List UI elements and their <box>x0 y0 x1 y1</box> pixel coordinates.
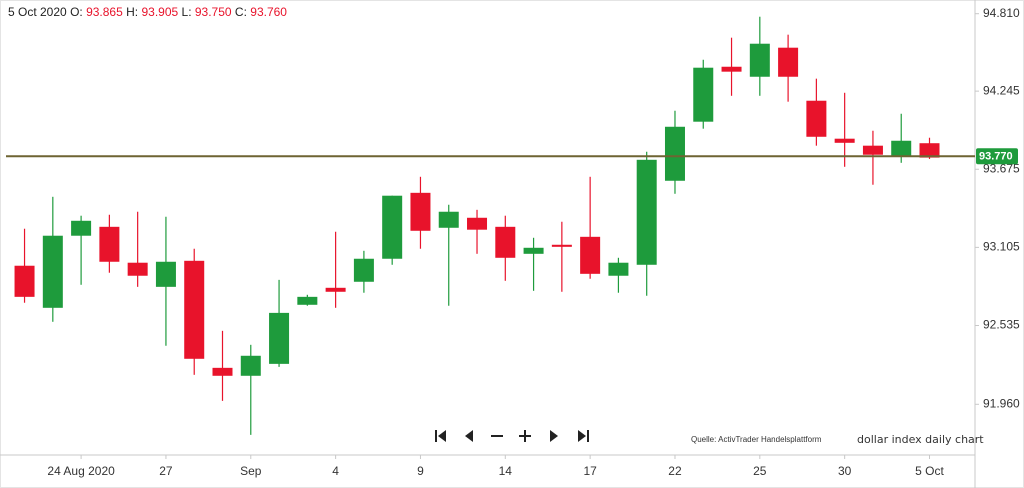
candle-body <box>14 265 35 297</box>
x-tick-label: Sep <box>240 464 262 478</box>
candle-body <box>806 100 827 137</box>
candle-body <box>42 235 63 308</box>
x-tick-label: 22 <box>668 464 682 478</box>
nav-first[interactable] <box>435 430 446 442</box>
y-tick-label: 94.810 <box>983 6 1020 20</box>
header-low-label: L: <box>182 5 192 19</box>
ohlc-header: 5 Oct 2020 O: 93.865 H: 93.905 L: 93.750… <box>8 5 287 19</box>
y-tick-label: 91.960 <box>983 396 1020 410</box>
candle-body <box>891 140 912 157</box>
candle-body <box>240 355 261 376</box>
candle-body <box>410 192 431 231</box>
x-tick-label: 25 <box>753 464 767 478</box>
y-tick-label: 93.675 <box>983 161 1020 175</box>
header-open-label: O: <box>70 5 83 19</box>
header-date: 5 Oct 2020 <box>8 5 67 19</box>
candle-body <box>523 247 544 254</box>
candle-body <box>919 143 940 158</box>
candle-body <box>551 244 572 247</box>
candle-body <box>382 195 403 259</box>
header-close-label: C: <box>235 5 247 19</box>
header-low: 93.750 <box>195 5 232 19</box>
candle-body <box>664 126 685 181</box>
nav-next[interactable] <box>550 430 558 442</box>
x-tick-label: 30 <box>838 464 852 478</box>
header-close: 93.760 <box>250 5 287 19</box>
last-price-label: 93.770 <box>979 151 1013 163</box>
navigation <box>435 430 589 442</box>
candle-body <box>71 220 92 236</box>
candle-body <box>325 287 346 292</box>
x-tick-label: 24 Aug 2020 <box>47 464 115 478</box>
candle-body <box>353 258 374 282</box>
y-tick-label: 92.535 <box>983 318 1020 332</box>
y-tick-label: 94.245 <box>983 83 1020 97</box>
last-price-badge <box>976 148 1018 165</box>
nav-zoom-in[interactable] <box>519 430 531 442</box>
x-tick-label: 9 <box>417 464 424 478</box>
x-tick-label: 5 Oct <box>915 464 944 478</box>
candle-body <box>693 67 714 122</box>
header-high-label: H: <box>126 5 138 19</box>
candle-body <box>495 226 516 258</box>
candle-body <box>580 236 601 274</box>
x-tick-label: 17 <box>583 464 597 478</box>
candle-body <box>467 217 488 230</box>
source-note: Quelle: ActivTrader Handelsplattform <box>691 435 822 444</box>
candle-body <box>749 43 770 77</box>
caption: dollar index daily chart <box>857 433 984 446</box>
candle-body <box>636 159 657 265</box>
candle-body <box>297 296 318 305</box>
candle-body <box>778 47 799 77</box>
candle-body <box>155 261 176 287</box>
x-tick-label: 14 <box>499 464 513 478</box>
candle-body <box>212 367 233 376</box>
x-tick-label: 27 <box>159 464 173 478</box>
candle-body <box>99 226 120 262</box>
header-open: 93.865 <box>86 5 123 19</box>
candle-body <box>721 66 742 72</box>
y-tick-label: 93.105 <box>983 240 1020 254</box>
candle-body <box>862 145 883 155</box>
candle-body <box>184 260 205 359</box>
candle-body <box>269 312 290 364</box>
candle-body <box>608 262 629 276</box>
candle-body <box>127 262 148 276</box>
nav-last[interactable] <box>578 430 589 442</box>
nav-prev[interactable] <box>465 430 473 442</box>
candle-body <box>834 138 855 143</box>
header-high: 93.905 <box>141 5 178 19</box>
x-tick-label: 4 <box>332 464 339 478</box>
candle-body <box>438 211 459 228</box>
